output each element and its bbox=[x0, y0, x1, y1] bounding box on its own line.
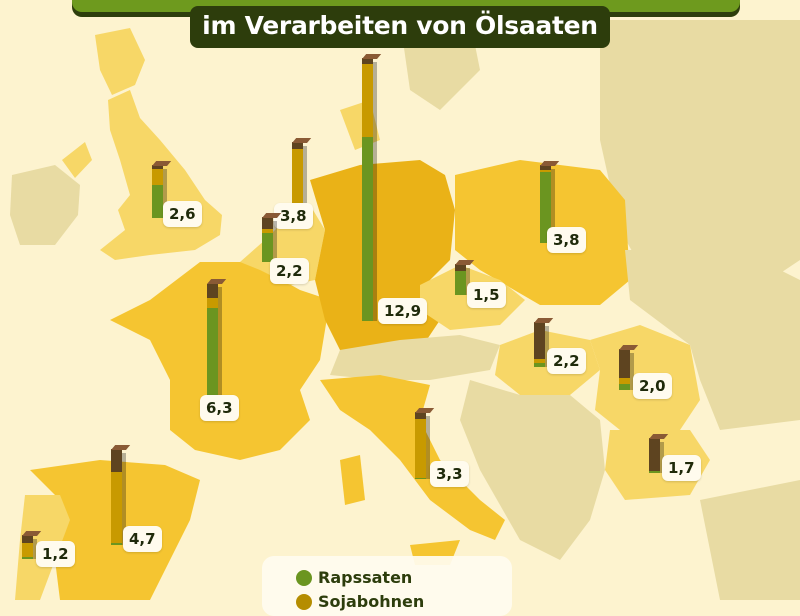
bar-segment-sonstige bbox=[415, 411, 426, 419]
value-label-ro: 2,0 bbox=[633, 373, 672, 399]
map-ukraine bbox=[625, 250, 800, 430]
bar-segment-rapssaten bbox=[455, 270, 466, 295]
legend-label: Rapssaten bbox=[318, 568, 413, 587]
legend-dot-rapssaten bbox=[296, 569, 312, 586]
bar-side-shade bbox=[466, 268, 470, 295]
bar-hu bbox=[534, 318, 554, 367]
value-label-fr: 6,3 bbox=[200, 395, 239, 421]
bar-segment-sonstige bbox=[152, 164, 163, 170]
value-label-nl: 3,8 bbox=[274, 203, 313, 229]
bar-segment-rapssaten bbox=[540, 171, 551, 243]
legend: Rapssaten Sojabohnen bbox=[262, 556, 512, 616]
map-france bbox=[110, 262, 330, 460]
bar-segment-sojabohnen bbox=[207, 297, 218, 308]
bar-de bbox=[362, 53, 382, 321]
bar-segment-sonstige bbox=[111, 449, 122, 472]
bar-segment-sonstige bbox=[540, 165, 551, 170]
bar-segment-sojabohnen bbox=[111, 471, 122, 543]
bar-segment-rapssaten bbox=[22, 556, 33, 559]
bar-segment-sojabohnen bbox=[292, 148, 303, 212]
bar-segment-sojabohnen bbox=[619, 377, 630, 384]
bar-segment-sonstige bbox=[619, 349, 630, 378]
bar-segment-rapssaten bbox=[534, 362, 545, 367]
bar-segment-sonstige bbox=[207, 283, 218, 298]
value-label-es: 4,7 bbox=[123, 526, 162, 552]
bar-bg bbox=[649, 434, 669, 473]
map-ireland bbox=[10, 165, 80, 245]
bar-uk bbox=[152, 160, 172, 218]
bar-side-shade bbox=[163, 168, 167, 218]
bar-side-shade bbox=[426, 415, 430, 479]
value-label-pl: 3,8 bbox=[547, 227, 586, 253]
bar-segment-rapssaten bbox=[111, 542, 122, 545]
value-label-hu: 2,2 bbox=[547, 348, 586, 374]
bar-segment-rapssaten bbox=[207, 307, 218, 412]
bar-side-shade bbox=[33, 538, 37, 559]
value-label-uk: 2,6 bbox=[163, 201, 202, 227]
map-balkans bbox=[460, 380, 605, 560]
value-label-it: 3,3 bbox=[430, 461, 469, 487]
bar-side-shade bbox=[373, 61, 377, 321]
bar-segment-sonstige bbox=[262, 217, 273, 230]
map-turkey bbox=[700, 480, 800, 600]
value-label-cz: 1,5 bbox=[467, 282, 506, 308]
chart-subtitle: im Verarbeiten von Ölsaaten bbox=[190, 6, 610, 48]
bar-segment-sonstige bbox=[649, 438, 660, 471]
bar-segment-rapssaten bbox=[262, 233, 273, 262]
map-baltics-east bbox=[600, 20, 800, 300]
bar-side-shade bbox=[218, 287, 222, 412]
bar-side-shade bbox=[551, 169, 555, 243]
bar-segment-sojabohnen bbox=[534, 358, 545, 363]
bar-segment-sonstige bbox=[534, 322, 545, 359]
bar-side-shade bbox=[122, 453, 126, 545]
value-label-bg: 1,7 bbox=[662, 455, 701, 481]
bar-segment-rapssaten bbox=[415, 477, 426, 479]
map-italy bbox=[320, 375, 505, 540]
bar-pl bbox=[540, 161, 560, 243]
value-label-de: 12,9 bbox=[378, 298, 428, 324]
bar-segment-sojabohnen bbox=[415, 418, 426, 478]
bar-segment-sonstige bbox=[22, 534, 33, 543]
legend-item-sojabohnen: Sojabohnen bbox=[296, 592, 424, 611]
bar-segment-sojabohnen bbox=[362, 63, 373, 138]
bar-fr bbox=[207, 279, 227, 412]
bar-segment-rapssaten bbox=[362, 137, 373, 321]
bar-segment-sojabohnen bbox=[22, 542, 33, 557]
bar-side-shade bbox=[545, 326, 549, 367]
value-label-be: 2,2 bbox=[270, 258, 309, 284]
map-sardinia bbox=[340, 455, 365, 505]
bar-segment-sojabohnen bbox=[540, 169, 551, 172]
bar-segment-sojabohnen bbox=[262, 229, 273, 234]
value-label-pt: 1,2 bbox=[36, 541, 75, 567]
bar-segment-sonstige bbox=[455, 264, 466, 271]
bar-side-shade bbox=[303, 146, 307, 220]
bar-segment-sonstige bbox=[292, 142, 303, 149]
bar-segment-rapssaten bbox=[619, 383, 630, 390]
bar-side-shade bbox=[630, 353, 634, 390]
bar-cz bbox=[455, 260, 475, 295]
bar-segment-sojabohnen bbox=[152, 169, 163, 186]
bar-side-shade bbox=[273, 221, 277, 262]
bar-es bbox=[111, 445, 131, 545]
bar-ro bbox=[619, 345, 639, 390]
map-austria bbox=[330, 335, 500, 380]
bar-be bbox=[262, 213, 282, 262]
bar-segment-sonstige bbox=[362, 57, 373, 64]
bar-segment-rapssaten bbox=[649, 470, 660, 473]
bar-pt bbox=[22, 530, 42, 559]
bar-it bbox=[415, 407, 435, 479]
map-scotland bbox=[95, 28, 145, 95]
legend-dot-sojabohnen bbox=[296, 593, 312, 610]
legend-label: Sojabohnen bbox=[318, 592, 425, 611]
legend-item-rapssaten: Rapssaten bbox=[296, 568, 412, 587]
bar-segment-rapssaten bbox=[152, 185, 163, 218]
map-germany bbox=[310, 160, 455, 360]
map-northern-ireland bbox=[62, 142, 92, 178]
